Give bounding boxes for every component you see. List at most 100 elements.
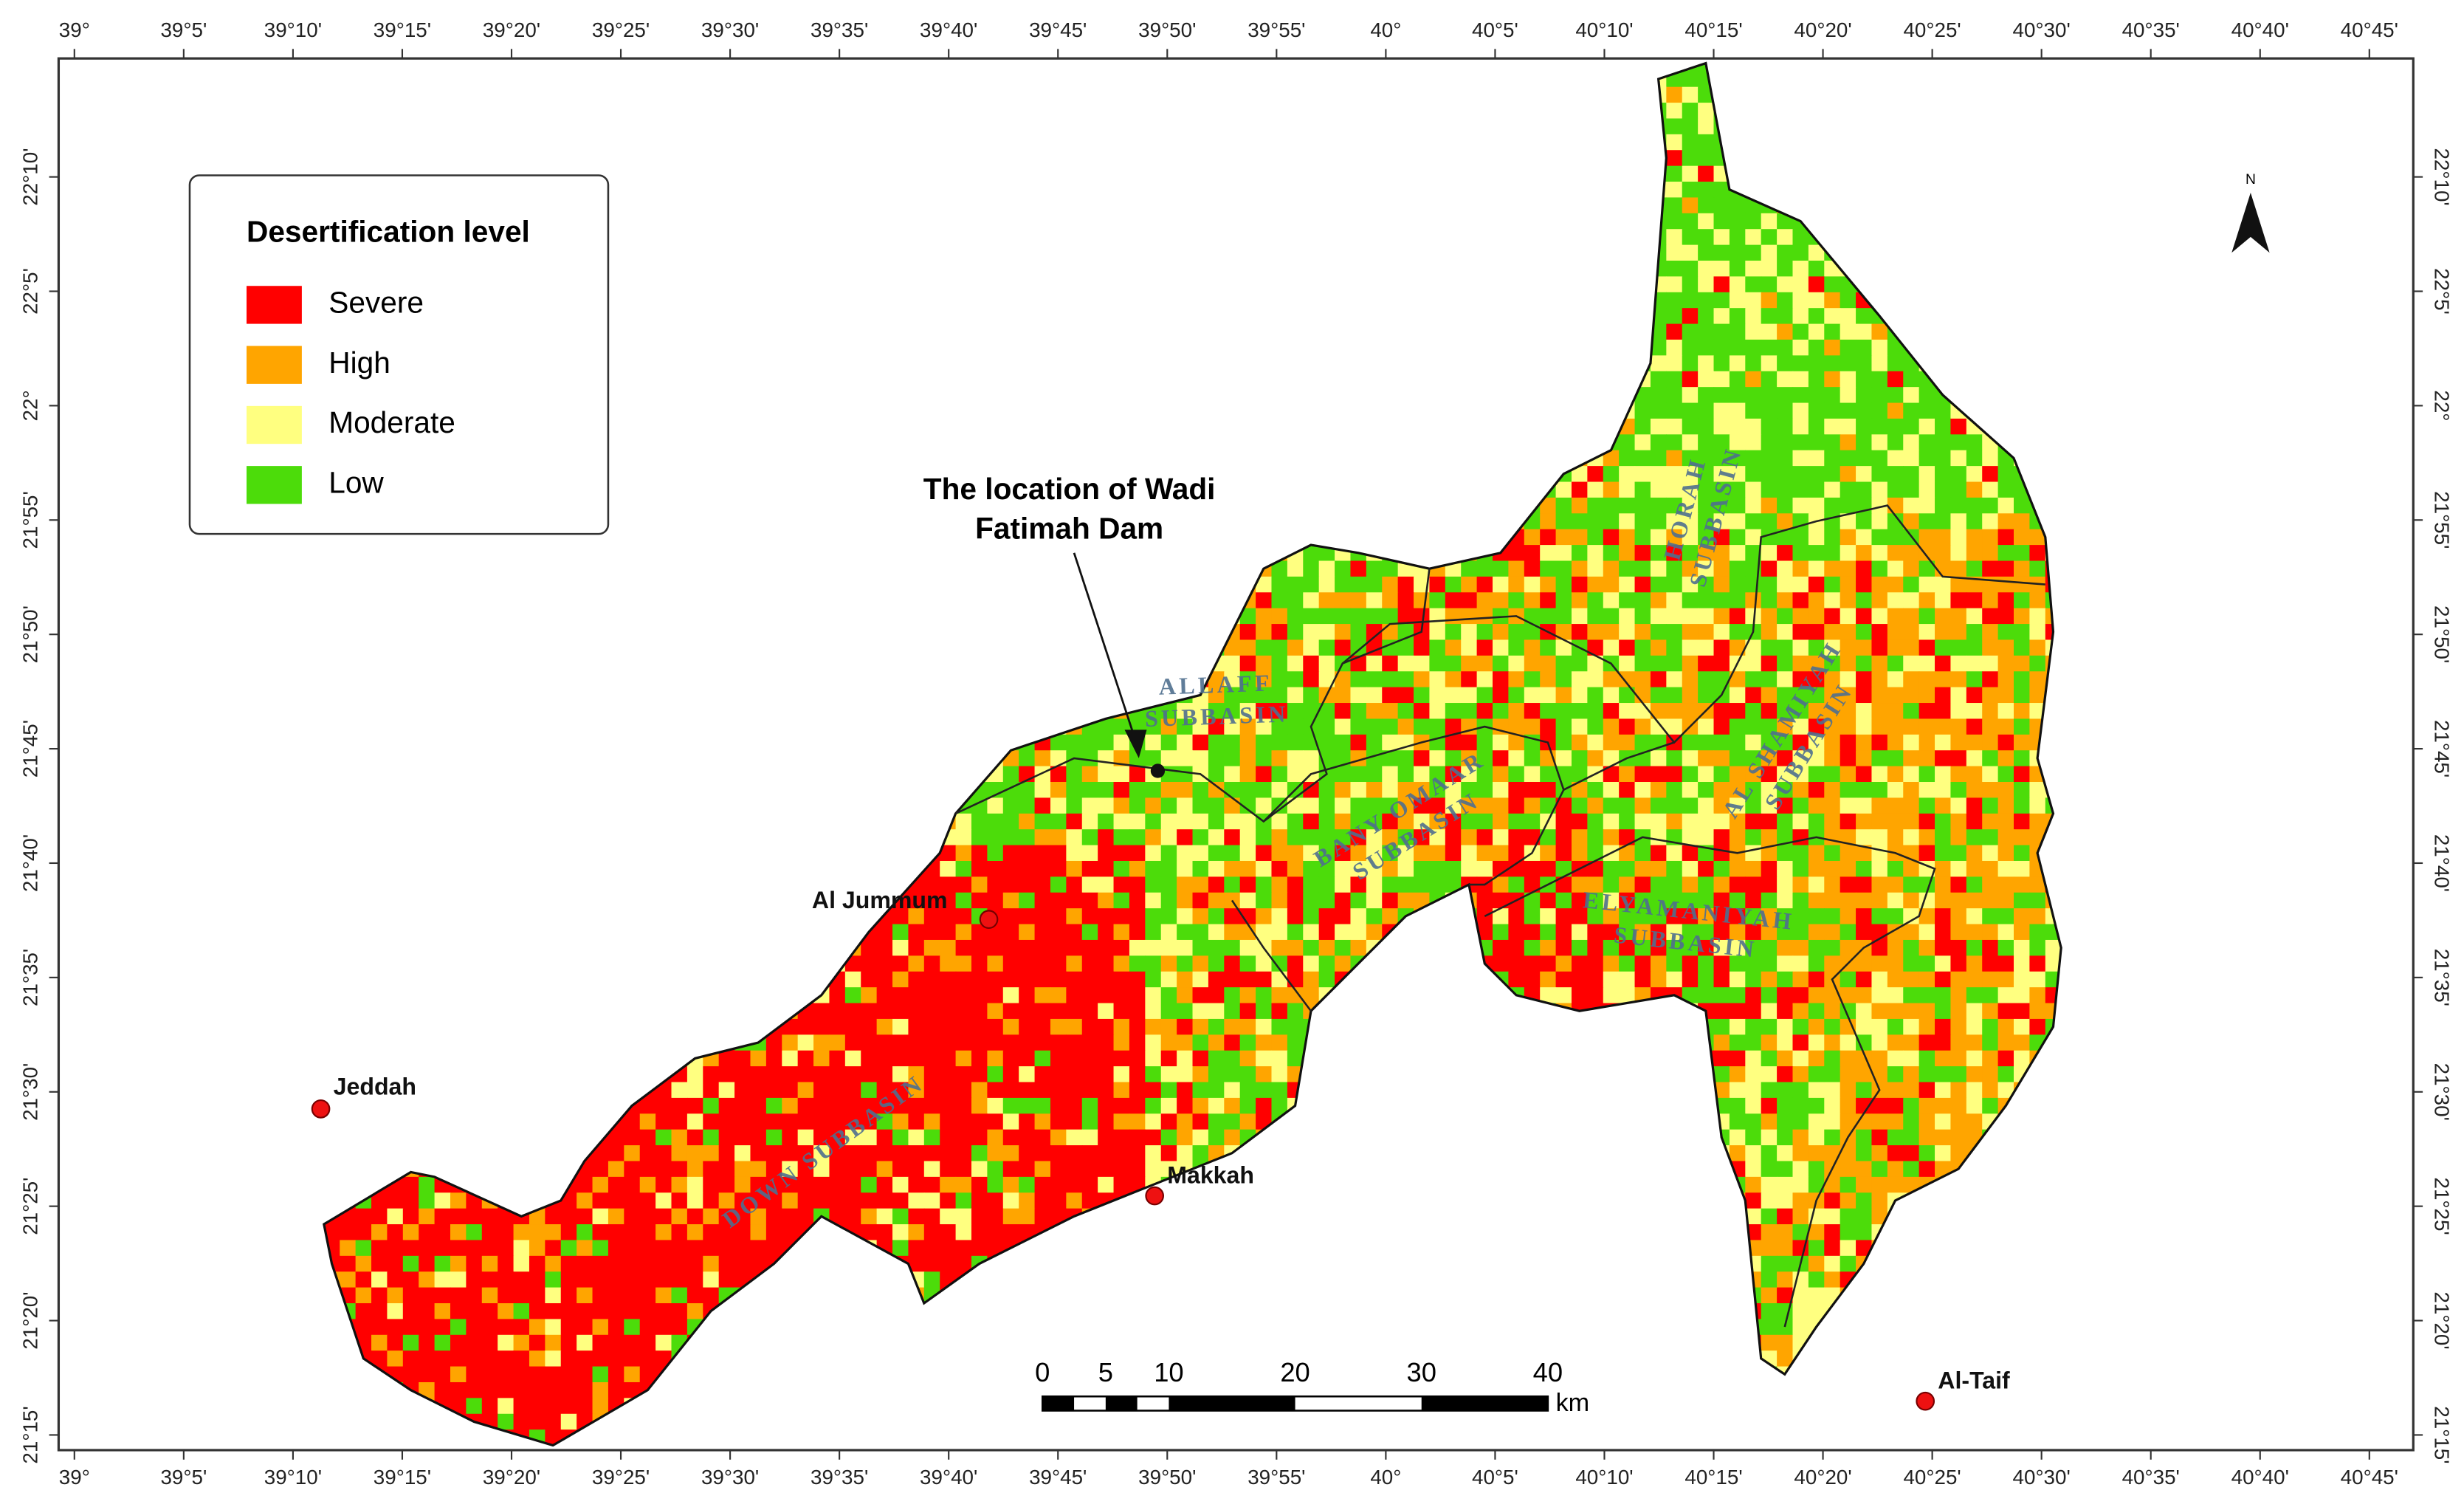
cell: [1761, 261, 1778, 278]
cell: [1729, 292, 1746, 309]
cell: [1666, 418, 1683, 435]
cell: [1871, 576, 1888, 593]
cell: [1808, 466, 1825, 483]
cell: [1935, 466, 1952, 483]
cell: [1761, 355, 1778, 372]
cell: [1713, 545, 1730, 562]
cell: [1414, 608, 1431, 625]
cell: [1713, 608, 1730, 625]
cell: [1619, 466, 1636, 483]
cell: [1335, 592, 1352, 609]
cell: [1935, 545, 1952, 562]
cell: [1603, 513, 1620, 530]
cell: [1808, 276, 1825, 293]
cell: [1587, 576, 1604, 593]
cell: [1713, 387, 1730, 404]
cell: [1271, 560, 1288, 577]
cell: [1603, 497, 1620, 514]
cell: [1982, 497, 1999, 514]
cell: [1840, 292, 1856, 309]
cell: [1777, 371, 1794, 388]
cell: [1239, 655, 1256, 672]
cell: [1508, 703, 1525, 720]
cell: [1840, 371, 1856, 388]
cell: [1729, 718, 1746, 735]
cell: [1429, 718, 1446, 735]
cell: [1445, 608, 1462, 625]
cell: [1745, 671, 1762, 688]
cell: [1918, 545, 1935, 562]
cell: [1997, 529, 2014, 546]
cell: [1966, 592, 1983, 609]
cell: [1840, 608, 1856, 625]
cell: [1698, 165, 1715, 182]
cell: [1587, 513, 1604, 530]
cell: [1287, 750, 1304, 767]
cell: [1871, 703, 1888, 720]
cell: [1397, 687, 1414, 704]
cell: [1871, 481, 1888, 498]
cell: [1777, 655, 1794, 672]
cell: [1856, 434, 1873, 451]
cell: [1619, 545, 1636, 562]
cell: [1761, 387, 1778, 404]
cell: [1256, 655, 1273, 672]
cell: [1887, 718, 1904, 735]
cell: [1982, 718, 1999, 735]
cell: [1856, 339, 1873, 357]
cell: [1682, 323, 1699, 340]
cell: [1982, 466, 1999, 483]
cell: [1777, 608, 1794, 625]
cell: [1287, 624, 1304, 641]
cell: [1335, 734, 1352, 751]
cell: [1540, 608, 1557, 625]
cell: [1982, 481, 1999, 498]
cell: [1524, 624, 1541, 641]
cell: [1603, 529, 1620, 546]
cell: [1634, 402, 1651, 419]
cell: [1461, 592, 1478, 609]
cell: [1666, 244, 1683, 261]
cell: [1729, 418, 1746, 435]
cell: [1429, 703, 1446, 720]
cell: [1619, 576, 1636, 593]
cell: [1382, 718, 1399, 735]
cell: [1524, 608, 1541, 625]
cell: [1239, 703, 1256, 720]
cell: [1935, 639, 1952, 656]
cell: [1634, 434, 1651, 451]
cell: [1935, 592, 1952, 609]
cell: [1745, 418, 1762, 435]
cell: [1808, 529, 1825, 546]
cell: [1650, 671, 1667, 688]
cell: [1792, 529, 1809, 546]
cell: [1587, 592, 1604, 609]
cell: [2029, 608, 2046, 625]
cell: [1034, 750, 1051, 767]
cell: [1619, 529, 1636, 546]
cell: [1856, 481, 1873, 498]
cell: [1271, 750, 1288, 767]
cell: [1698, 481, 1715, 498]
cell: [1476, 671, 1493, 688]
cell: [1208, 671, 1225, 688]
cell: [2014, 671, 2031, 688]
cell: [1808, 687, 1825, 704]
cell: [1682, 261, 1699, 278]
cell: [1698, 118, 1715, 135]
cell: [1366, 671, 1383, 688]
cell: [1729, 213, 1746, 230]
cell: [1935, 608, 1952, 625]
cell: [1429, 655, 1446, 672]
cell: [1935, 418, 1952, 435]
cell: [1192, 703, 1209, 720]
cell: [1840, 308, 1856, 325]
cell: [1493, 687, 1510, 704]
cell: [1824, 497, 1841, 514]
cell: [1918, 466, 1935, 483]
cell: [1619, 481, 1636, 498]
cell: [1682, 86, 1699, 103]
cell: [1745, 450, 1762, 467]
cell: [1634, 639, 1651, 656]
cell: [1698, 292, 1715, 309]
